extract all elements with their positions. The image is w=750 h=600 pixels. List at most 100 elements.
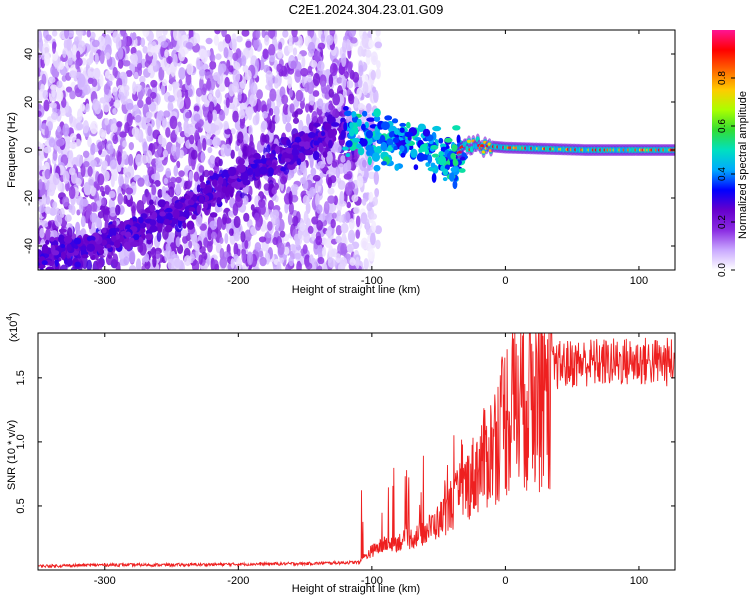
spectrogram-cell — [348, 93, 355, 105]
spectrogram-cell — [160, 83, 166, 96]
spectrogram-cell — [50, 76, 56, 83]
spectrogram-cell — [363, 258, 369, 270]
spectrogram-cell — [370, 213, 378, 220]
spectrogram-ridge-cell — [320, 131, 326, 137]
spectrogram-cell — [38, 118, 42, 131]
spectrogram-cell — [352, 71, 360, 83]
spectrogram-cell — [268, 120, 276, 134]
spectrogram-cell — [177, 33, 183, 47]
spectrogram-cell — [183, 247, 191, 258]
spectrogram-cell — [232, 110, 239, 123]
spectrogram-cell — [232, 69, 241, 84]
spectrogram-ridge-cell — [240, 172, 249, 183]
spectrogram-ridge-cell — [351, 115, 359, 123]
spectrogram-ridge-cell — [342, 146, 349, 151]
spectrogram-cell — [326, 34, 334, 46]
spectrogram-cell — [243, 195, 249, 205]
spectrogram-cell — [54, 214, 63, 227]
spectrogram-x-label: Height of straight line (km) — [292, 284, 420, 296]
spectrogram-cell — [83, 84, 91, 95]
spectrogram-cell — [132, 81, 137, 95]
spectrogram-cell — [123, 256, 130, 266]
spectrogram-ridge-cell — [298, 141, 306, 147]
spectrogram-cell — [237, 91, 242, 102]
spectrogram-cell — [213, 34, 220, 46]
spectrogram-ridge-cell — [209, 212, 218, 218]
spectrogram-cell — [77, 40, 86, 53]
spectrogram-cell — [178, 48, 186, 62]
spectrogram-cell — [261, 30, 266, 38]
spectrogram-cell — [167, 103, 174, 111]
spectrogram-ridge-cell — [173, 208, 180, 219]
spectrogram-cell — [315, 193, 320, 208]
x-tick-label: 100 — [630, 275, 648, 287]
spectrogram-ridge-cell — [405, 121, 411, 129]
spectrogram-cell — [315, 204, 323, 214]
x-tick-label: -300 — [94, 275, 116, 287]
spectrogram-cell — [126, 199, 133, 208]
spectrogram-ridge-cell — [430, 144, 439, 150]
spectrogram-cell — [255, 111, 260, 125]
spectrogram-cell — [268, 30, 276, 39]
snr-y-scale: (x104) — [5, 312, 20, 342]
spectrogram-cell — [165, 243, 171, 252]
spectrogram-cell — [150, 91, 157, 99]
spectrogram-ridge-cell — [41, 243, 49, 254]
spectrogram-ridge-cell — [217, 176, 224, 186]
spectrogram-cell — [372, 196, 379, 206]
spectrogram-cell — [191, 156, 196, 171]
spectrogram-cell — [265, 70, 273, 81]
spectrogram-ridge-cell — [186, 220, 195, 230]
spectrogram-ridge-cell — [149, 199, 154, 206]
spectrogram-ridge-cell — [101, 239, 108, 246]
spectrogram-cell — [370, 69, 376, 81]
spectrogram-ridge-cell — [174, 202, 183, 210]
spectrogram-cell — [145, 96, 152, 105]
spectrogram-cell — [113, 168, 118, 182]
x-tick-label: -200 — [227, 275, 249, 287]
spectrogram-cell — [102, 206, 110, 215]
spectrogram-cell — [50, 112, 59, 120]
spectrogram-cell — [210, 231, 217, 239]
spectrogram-cell — [305, 103, 310, 113]
spectrogram-ridge-cell — [418, 123, 424, 133]
spectrogram-cell — [292, 47, 298, 56]
spectrogram-ridge-cell — [361, 110, 368, 117]
spectrogram-cell — [41, 73, 47, 86]
spectrogram-cell — [137, 99, 144, 109]
spectrogram-cell — [99, 97, 107, 104]
spectrogram-cell — [346, 243, 354, 253]
spectrogram-ridge-cell — [187, 199, 195, 206]
colorbar-tick-label: 0.4 — [717, 167, 728, 181]
spectrogram-cell — [126, 165, 135, 180]
spectrogram-cell — [69, 133, 77, 142]
spectrogram-ridge-cell — [380, 141, 388, 152]
spectrogram-ridge-cell — [458, 168, 466, 173]
spectrogram-ridge-cell — [216, 196, 222, 205]
spectrogram-cell — [328, 103, 334, 111]
spectrogram-cell — [288, 34, 293, 46]
spectrogram-cell — [358, 76, 363, 89]
spectrogram-cell — [255, 30, 261, 39]
spectrogram-ridge-cell — [177, 216, 187, 222]
spectrogram-cell — [355, 229, 361, 239]
spectrogram-cell — [232, 52, 239, 61]
spectrogram-ridge-cell — [80, 245, 87, 251]
spectrogram-cell — [91, 221, 96, 235]
spectrogram-ridge-cell — [60, 243, 66, 249]
colorbar-tick-label: 0.8 — [717, 71, 728, 85]
spectrogram-ridge-cell — [38, 264, 46, 269]
spectrogram-cell — [366, 203, 373, 212]
spectrogram-cell — [302, 195, 310, 206]
spectrogram-cell — [62, 123, 70, 137]
spectrogram-ridge-cell — [45, 266, 55, 270]
spectrogram-cell — [294, 252, 302, 260]
spectrogram-cell — [224, 128, 232, 135]
spectrogram-cell — [69, 141, 77, 150]
spectrogram-cell — [52, 201, 58, 209]
spectrogram-cell — [112, 66, 118, 78]
spectrogram-cell — [282, 103, 290, 116]
spectrogram-ridge-cell — [399, 145, 405, 152]
spectrogram-ridge-cell — [366, 117, 376, 122]
spectrogram-cell — [272, 237, 279, 246]
